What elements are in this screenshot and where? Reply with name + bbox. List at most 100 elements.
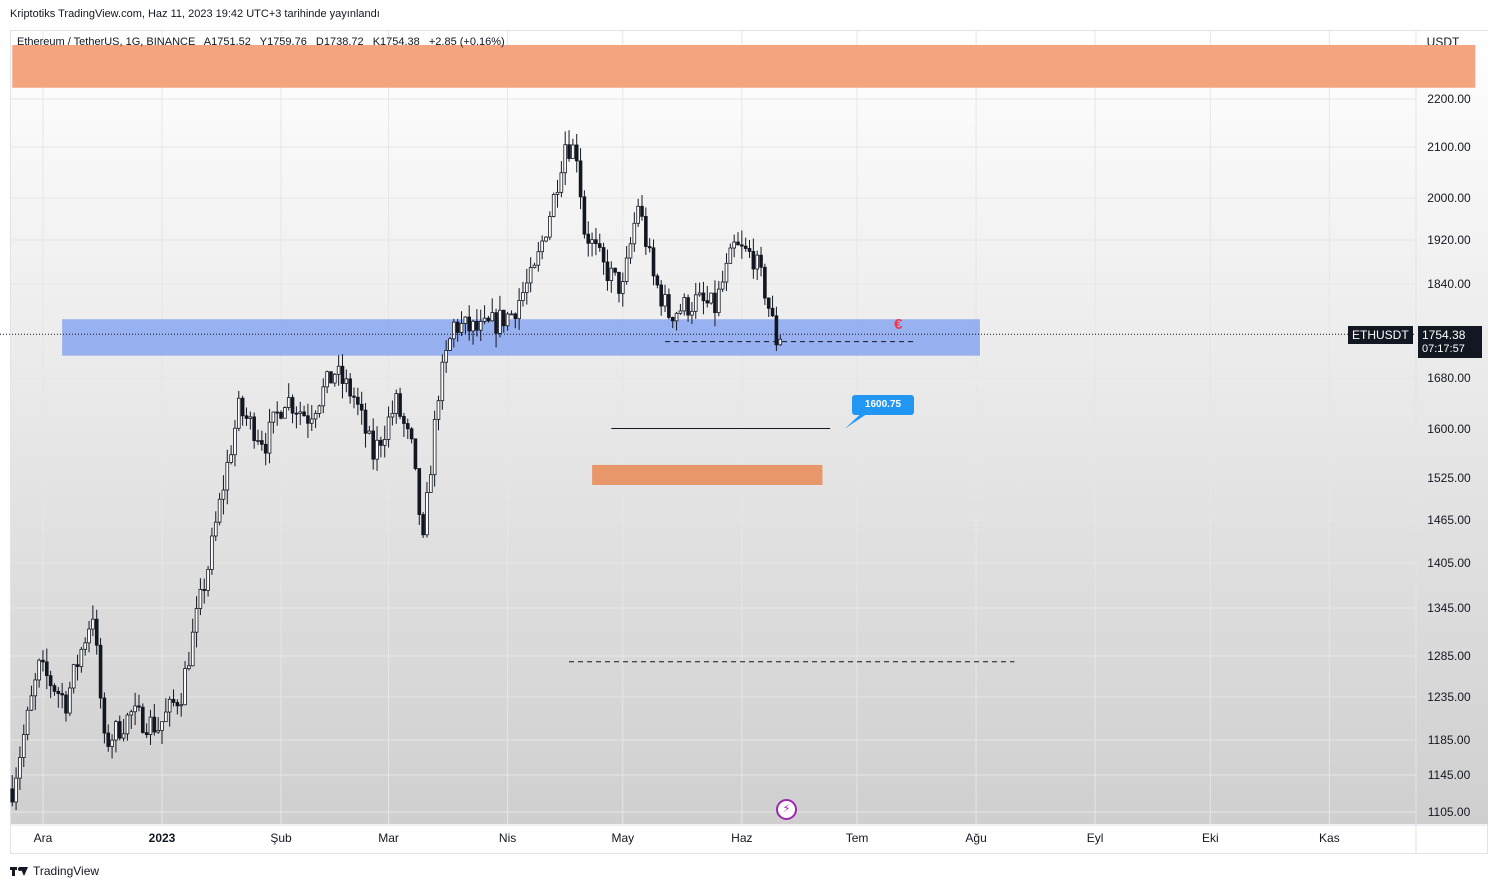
candle-body bbox=[548, 216, 552, 238]
flash-icon[interactable]: ⚡ bbox=[776, 799, 797, 820]
candle-body bbox=[532, 264, 537, 268]
candle-body bbox=[102, 697, 107, 734]
candle-body bbox=[14, 777, 18, 803]
candle-body bbox=[751, 251, 756, 270]
candle-body bbox=[709, 292, 713, 304]
candle-body bbox=[144, 732, 149, 736]
candle-body bbox=[540, 240, 544, 253]
candle-body bbox=[64, 694, 68, 714]
candle-body bbox=[379, 439, 383, 446]
candle-body bbox=[160, 721, 164, 731]
legend-open: A1751.52 bbox=[203, 36, 251, 48]
candle-body bbox=[747, 248, 752, 252]
candle-body bbox=[467, 316, 471, 332]
candle-body bbox=[382, 439, 387, 446]
candle-body bbox=[18, 757, 22, 779]
candle-body bbox=[375, 439, 379, 460]
x-tick-label: Ara bbox=[34, 831, 53, 845]
candle-body bbox=[586, 233, 591, 244]
candle-body bbox=[425, 492, 429, 536]
y-tick-label: 1285.00 bbox=[1427, 649, 1471, 663]
candle-body bbox=[229, 454, 233, 463]
candle-body bbox=[398, 393, 402, 417]
candle-body bbox=[682, 297, 687, 312]
candle-body bbox=[651, 247, 656, 277]
candle-body bbox=[432, 418, 437, 476]
candle-body bbox=[678, 310, 683, 314]
candle-body bbox=[98, 644, 103, 699]
candle-body bbox=[79, 648, 84, 667]
candle-body bbox=[309, 418, 314, 424]
legend-low: D1738.72 bbox=[315, 36, 364, 48]
candle-body bbox=[371, 430, 375, 460]
candle-body bbox=[352, 395, 356, 398]
candle-body bbox=[590, 239, 594, 244]
candle-body bbox=[628, 243, 633, 259]
candle-body bbox=[501, 309, 506, 327]
candle-body bbox=[597, 243, 602, 248]
candle-body bbox=[91, 618, 95, 630]
y-tick-label: 1345.00 bbox=[1427, 601, 1471, 615]
candle-body bbox=[275, 411, 279, 414]
candle-body bbox=[45, 661, 49, 677]
zone-1 bbox=[62, 319, 980, 356]
x-tick-label: Kas bbox=[1319, 831, 1340, 845]
candle-body bbox=[498, 309, 502, 334]
candle-body bbox=[728, 247, 733, 264]
candle-body bbox=[594, 239, 598, 245]
y-tick-label: 1105.00 bbox=[1428, 805, 1471, 819]
y-tick-label: 1680.00 bbox=[1427, 371, 1471, 385]
candle-body bbox=[110, 739, 114, 747]
candle-body bbox=[94, 618, 99, 646]
candle-body bbox=[329, 371, 333, 384]
candle-body bbox=[605, 261, 610, 281]
candle-body bbox=[724, 262, 729, 283]
x-tick-label: Eyl bbox=[1087, 831, 1104, 845]
candle-body bbox=[663, 294, 667, 307]
candle-body bbox=[33, 679, 38, 697]
candle-body bbox=[83, 642, 88, 650]
candle-body bbox=[125, 714, 130, 735]
candle-body bbox=[248, 416, 253, 419]
candle-body bbox=[164, 711, 168, 723]
candle-body bbox=[68, 687, 72, 714]
candle-body bbox=[114, 721, 118, 741]
candle-body bbox=[121, 733, 126, 739]
price-callout[interactable]: 1600.75 bbox=[852, 395, 914, 415]
x-tick-label: Mar bbox=[378, 831, 399, 845]
candle-body bbox=[21, 734, 26, 758]
candle-body bbox=[755, 254, 759, 270]
legend-symbol: Ethereum / TetherUS, 1G, BINANCE bbox=[17, 36, 196, 48]
candle-body bbox=[486, 317, 491, 322]
candle-body bbox=[521, 292, 525, 301]
candle-body bbox=[436, 400, 441, 420]
footer-brand[interactable]: TradingView bbox=[10, 862, 99, 880]
candle-body bbox=[29, 695, 34, 711]
candle-body bbox=[517, 300, 521, 320]
candle-body bbox=[551, 194, 556, 217]
candle-body bbox=[571, 144, 575, 159]
candle-body bbox=[770, 307, 775, 317]
candle-body bbox=[582, 196, 587, 235]
candle-body bbox=[298, 411, 303, 414]
candle-body bbox=[705, 300, 710, 304]
candle-body bbox=[536, 251, 541, 266]
candle-body bbox=[152, 716, 157, 733]
candle-body bbox=[167, 698, 172, 713]
candle-body bbox=[394, 393, 399, 414]
candle-body bbox=[621, 281, 625, 294]
candle-body bbox=[171, 698, 176, 703]
y-tick-label: 2200.00 bbox=[1427, 92, 1471, 106]
candle-body bbox=[743, 245, 748, 249]
candle-body bbox=[509, 313, 514, 316]
euro-icon[interactable]: € bbox=[894, 316, 903, 333]
candle-body bbox=[244, 415, 249, 419]
y-tick-label: 1235.00 bbox=[1427, 690, 1471, 704]
candle-body bbox=[183, 668, 187, 706]
candle-body bbox=[644, 215, 648, 247]
x-tick-label: Şub bbox=[270, 831, 292, 845]
candle-body bbox=[283, 407, 287, 419]
candle-body bbox=[217, 498, 222, 523]
candle-body bbox=[740, 244, 744, 247]
